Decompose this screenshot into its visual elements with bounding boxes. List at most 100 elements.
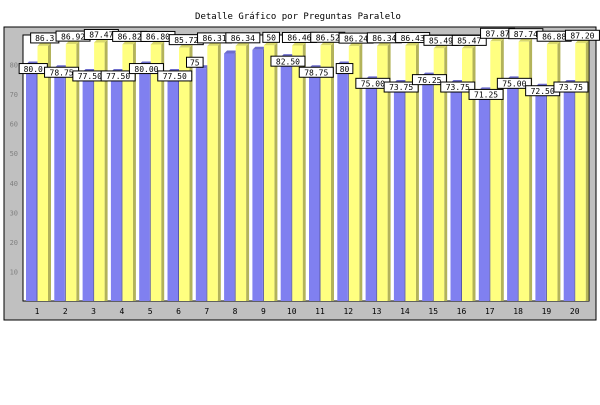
data-label: 80.0 [24, 65, 43, 74]
bar [546, 44, 558, 301]
x-tick-label: 19 [542, 307, 552, 316]
bar [280, 57, 292, 301]
x-tick-label: 3 [91, 307, 96, 316]
data-label: 86.43 [401, 34, 425, 43]
data-label-box [335, 63, 354, 75]
bar [26, 64, 37, 301]
bar [348, 46, 360, 302]
data-label: 76.25 [417, 76, 441, 85]
data-label-box [496, 77, 532, 89]
x-tick-label: 5 [148, 307, 153, 316]
data-label: 86.24 [344, 34, 368, 43]
bar-top [575, 40, 589, 44]
bar [207, 45, 218, 301]
bar [518, 41, 530, 301]
bar [563, 83, 575, 302]
data-label: 86.34 [372, 34, 396, 43]
bar [139, 64, 150, 301]
data-label: 75 [190, 58, 200, 67]
bar-side [529, 38, 533, 301]
bar-side [472, 45, 476, 301]
data-label: 73.75 [389, 83, 413, 92]
data-label-box [451, 34, 487, 46]
data-label: 87.20 [570, 31, 594, 40]
x-tick-label: 10 [287, 307, 297, 316]
bar [422, 75, 433, 301]
bar [478, 90, 490, 302]
y-tick-label: 70 [10, 91, 18, 99]
x-tick-label: 6 [176, 307, 181, 316]
bar [450, 83, 461, 302]
bar-top [348, 43, 363, 47]
x-tick-label: 15 [428, 307, 438, 316]
bar [309, 68, 320, 301]
data-label: 85.49 [429, 37, 453, 46]
data-label-box [440, 81, 476, 93]
data-label-box [564, 29, 600, 41]
data-label: 78.75 [304, 68, 328, 77]
data-label: 50 [266, 34, 276, 43]
x-tick-label: 2 [63, 307, 68, 316]
data-label: 86.46 [287, 34, 311, 43]
x-tick-label: 1 [35, 307, 40, 316]
bar [150, 44, 162, 302]
bar [337, 64, 348, 301]
data-label: 86.88 [542, 32, 566, 41]
data-label: 86.80 [146, 33, 170, 42]
bar-top [122, 41, 136, 45]
data-label: 71.25 [474, 91, 498, 100]
data-label-box [100, 70, 136, 82]
data-label-box [298, 66, 334, 78]
x-tick-label: 14 [400, 307, 410, 316]
bar-top [263, 42, 278, 46]
bar-side [76, 41, 80, 301]
bar [224, 53, 235, 301]
bar-top [179, 44, 193, 48]
bar [65, 44, 77, 301]
data-label-box [186, 56, 204, 68]
bar-top [252, 46, 266, 50]
x-tick-label: 11 [315, 307, 325, 316]
data-label: 80.00 [134, 65, 158, 74]
data-label: 86.34 [231, 34, 255, 43]
bar [179, 47, 190, 301]
data-label-box [468, 88, 504, 100]
x-tick-label: 8 [233, 307, 238, 316]
data-label: 75.00 [361, 80, 385, 89]
bar [433, 48, 445, 301]
bar [167, 71, 178, 301]
bar-top [377, 42, 391, 46]
data-label: 82.50 [276, 57, 300, 66]
bar-top [546, 41, 561, 45]
data-label-box [411, 74, 447, 86]
data-label: 78.75 [50, 68, 74, 77]
data-label-box [225, 32, 261, 44]
bar-side [387, 42, 391, 302]
bar-side [104, 39, 108, 302]
bar [320, 45, 331, 301]
bar [575, 43, 586, 302]
bar-top [37, 42, 51, 46]
data-label-box [157, 70, 193, 82]
bar [82, 71, 94, 301]
data-label: 85.72 [174, 36, 198, 45]
bar-top [292, 42, 306, 46]
data-label: 77.50 [163, 72, 187, 81]
x-tick-label: 13 [372, 307, 382, 316]
bar [54, 68, 65, 301]
bar [122, 44, 133, 301]
bar-side [189, 44, 193, 301]
x-tick-label: 18 [513, 307, 523, 316]
data-label: 87.74 [514, 30, 538, 39]
x-tick-label: 20 [570, 307, 580, 316]
data-label: 85.47 [457, 37, 481, 46]
y-tick-label: 50 [10, 150, 18, 158]
data-label: 72.50 [531, 87, 555, 96]
bar-side [217, 42, 221, 301]
data-label-box [553, 81, 589, 93]
data-label: 73.75 [446, 83, 470, 92]
bar [365, 79, 377, 301]
data-label-box [270, 55, 306, 67]
data-label: 87.87 [486, 29, 510, 38]
